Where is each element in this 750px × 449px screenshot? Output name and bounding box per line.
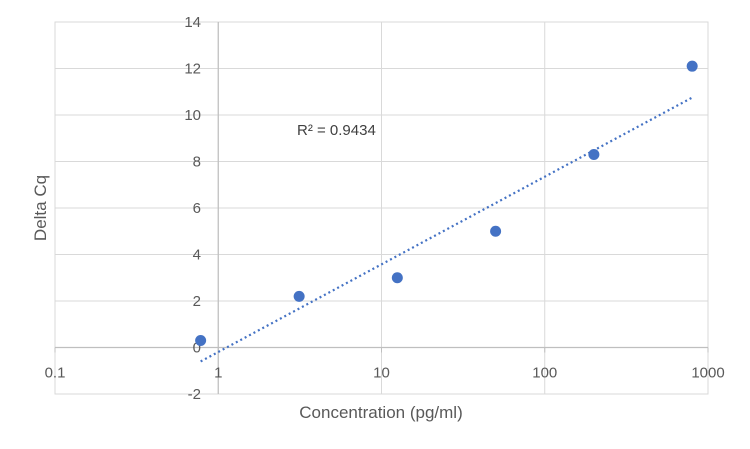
y-tick-label: 8 xyxy=(193,154,201,171)
x-tick-label: 1000 xyxy=(691,365,724,382)
y-tick-label: 14 xyxy=(184,14,201,31)
x-tick-label: 10 xyxy=(373,365,390,382)
x-tick-label: 1 xyxy=(214,365,222,382)
y-tick-label: 6 xyxy=(193,200,201,217)
data-points xyxy=(195,60,698,347)
y-axis-title: Delta Cq xyxy=(31,175,50,241)
y-tick-label: 2 xyxy=(193,293,201,310)
x-tick-label: 100 xyxy=(532,365,557,382)
data-point xyxy=(686,60,698,72)
y-tick-label: -2 xyxy=(188,386,201,403)
data-point xyxy=(195,335,207,347)
data-point xyxy=(490,225,502,237)
y-tick-label: 12 xyxy=(184,61,201,78)
r-squared-label: R² = 0.9434 xyxy=(297,122,376,139)
x-tick-label: 0.1 xyxy=(45,365,66,382)
x-axis-title: Concentration (pg/ml) xyxy=(299,403,462,422)
axes xyxy=(54,22,709,394)
y-tick-label: 4 xyxy=(193,247,201,264)
y-tick-label: 10 xyxy=(184,107,201,124)
data-point xyxy=(391,272,403,284)
tick-labels: -2 0 2 4 6 8 10 12 14 0.1 1 10 100 1000 xyxy=(45,14,725,403)
data-point xyxy=(588,149,600,161)
y-tick-label: 0 xyxy=(193,340,201,357)
data-point xyxy=(293,290,305,302)
